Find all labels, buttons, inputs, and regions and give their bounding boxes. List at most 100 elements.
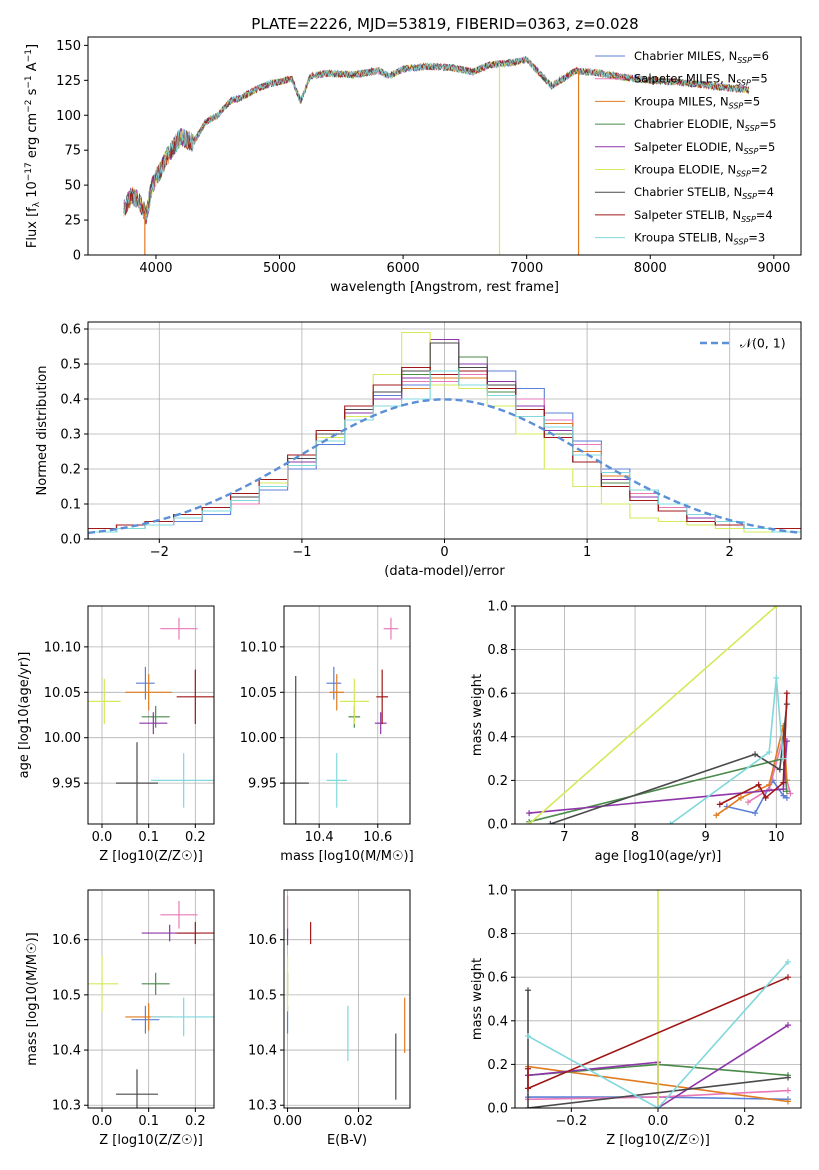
weight-marker bbox=[773, 606, 780, 609]
plot-frame bbox=[514, 605, 802, 825]
weight-marker bbox=[785, 1098, 791, 1105]
weight-marker bbox=[737, 794, 744, 801]
x-tick-label: 9 bbox=[702, 830, 710, 845]
legend-subscript: SSP bbox=[742, 192, 757, 201]
y-tick-label: 10.00 bbox=[44, 731, 81, 746]
y-tick-label: 0.2 bbox=[487, 774, 508, 789]
weight-marker bbox=[785, 974, 791, 981]
plot-area bbox=[88, 901, 214, 1108]
legend-subscript: SSP bbox=[736, 79, 751, 88]
x-tick-label: 0.0 bbox=[92, 830, 113, 845]
legend-label: Kroupa STELIB, NSSP=3 bbox=[634, 231, 765, 247]
x-tick-label: 4000 bbox=[139, 261, 172, 276]
label-part: A bbox=[25, 62, 40, 75]
plot-frame bbox=[283, 889, 411, 1109]
weight-marker bbox=[785, 958, 791, 965]
label-part: Flux [f bbox=[25, 207, 40, 248]
y-tick-label: 100 bbox=[56, 109, 81, 124]
plot-area bbox=[123, 55, 750, 255]
weight-marker bbox=[752, 810, 759, 817]
plot-frame bbox=[87, 605, 215, 825]
plot-area bbox=[525, 890, 791, 1108]
weight-marker bbox=[776, 766, 783, 773]
plot-frame bbox=[87, 889, 215, 1109]
legend-subscript: SSP bbox=[744, 147, 759, 156]
weight-marker bbox=[766, 781, 773, 788]
x-tick-label: 10 bbox=[768, 830, 785, 845]
weight-marker bbox=[762, 794, 769, 801]
plot-area bbox=[88, 617, 214, 824]
legend-count: =3 bbox=[748, 231, 765, 245]
weight-marker bbox=[780, 779, 787, 786]
y-tick-label: 125 bbox=[56, 74, 81, 89]
legend-label: Chabrier ELODIE, NSSP=5 bbox=[634, 117, 776, 133]
y-tick-label: 0.6 bbox=[60, 323, 81, 338]
spectrum-line bbox=[123, 55, 749, 221]
x-tick-label: 0.2 bbox=[185, 830, 206, 845]
weight-marker bbox=[783, 777, 790, 784]
weight-marker bbox=[716, 801, 723, 808]
x-tick-label: 0.0 bbox=[648, 1114, 669, 1129]
y-tick-label: 0.0 bbox=[60, 533, 81, 548]
weight-marker bbox=[655, 890, 661, 893]
x-axis-label: Z [log10(Z/Z☉)] bbox=[99, 849, 203, 864]
y-tick-label: 0.4 bbox=[60, 393, 81, 408]
label-part: (data-model)/error bbox=[384, 564, 505, 579]
y-tick-label: 0.1 bbox=[60, 498, 81, 513]
legend-subscript: SSP bbox=[736, 170, 751, 179]
weight-marker bbox=[525, 1033, 531, 1040]
x-tick-label: −1 bbox=[292, 545, 311, 560]
label-part: 10 bbox=[25, 181, 40, 202]
y-tick-label: 0.4 bbox=[487, 1014, 508, 1029]
legend-count: =2 bbox=[751, 163, 768, 177]
y-tick-label: 9.95 bbox=[52, 777, 81, 792]
weight-marker bbox=[667, 821, 674, 824]
weight-vs-metallicity-panel: −0.2 0.0 0.2 0.0 0.2 0.4 0.6 0.8 1.0 Z [log10(Z/Z… bbox=[470, 884, 802, 1148]
y-tick-label: 75 bbox=[64, 144, 81, 159]
y-axis-label: mass weight bbox=[470, 958, 485, 1040]
weight-line bbox=[527, 961, 789, 1108]
weight-marker bbox=[783, 794, 790, 801]
label-part: s bbox=[25, 88, 40, 99]
y-tick-label: 10.6 bbox=[52, 933, 81, 948]
plot-area bbox=[284, 617, 399, 824]
y-tick-label: 0 bbox=[73, 249, 81, 264]
legend-subscript: SSP bbox=[729, 101, 744, 110]
y-tick-label: 10.5 bbox=[52, 988, 81, 1003]
x-axis-label: E(B-V) bbox=[327, 1133, 367, 1148]
legend-count: =5 bbox=[758, 140, 775, 154]
x-tick-label: 7 bbox=[560, 830, 568, 845]
x-tick-label: 8 bbox=[631, 830, 639, 845]
x-tick-label: 0 bbox=[440, 545, 448, 560]
y-tick-label: 0.3 bbox=[60, 428, 81, 443]
plot-frame-group: −2 −1 0 1 2 0.0 0.1 0.2 0.3 0.4 0.5 0.6 (data-model)… bbox=[35, 321, 802, 579]
x-tick-label: 7000 bbox=[510, 261, 543, 276]
x-tick-label: 10.4 bbox=[305, 830, 334, 845]
label-part: −2 bbox=[24, 100, 34, 113]
x-tick-label: 9000 bbox=[757, 261, 790, 276]
legend-label: Salpeter MILES, NSSP=5 bbox=[634, 72, 768, 88]
plot-frame bbox=[87, 36, 802, 256]
plot-frame-group: 4000 5000 6000 7000 8000 9000 0 25 50 75 100 125 150… bbox=[24, 36, 802, 295]
age-vs-mass-panel: 10.4 10.6 9.95 10.00 10.05 10.10 mass [log10(M… bbox=[240, 605, 414, 864]
label-part: Normed distribution bbox=[35, 366, 50, 496]
spectrum-legend: Chabrier MILES, NSSP=6 Salpeter MILES, NS… bbox=[595, 49, 776, 247]
legend-label: Kroupa ELODIE, NSSP=2 bbox=[634, 163, 768, 179]
x-tick-label: 0.1 bbox=[138, 1114, 159, 1129]
weight-marker bbox=[773, 674, 780, 681]
y-tick-label: 50 bbox=[64, 179, 81, 194]
plot-frame-group: 0.00 0.02 10.3 10.4 10.5 10.6 E(B-V) bbox=[248, 889, 411, 1148]
weight-marker bbox=[525, 1105, 531, 1108]
weight-marker bbox=[785, 1022, 791, 1029]
y-tick-label: 0.0 bbox=[487, 1102, 508, 1117]
figure-title: PLATE=2226, MJD=53819, FIBERID=0363, z=0… bbox=[251, 15, 638, 33]
plot-frame-group: 7 8 9 10 0.0 0.2 0.4 0.6 0.8 1.0 age [log10(age/yr… bbox=[470, 600, 802, 864]
label-part: age [log10(age/yr)] bbox=[595, 849, 722, 864]
x-axis-label: mass [log10(M/M☉)] bbox=[280, 849, 413, 864]
plot-area bbox=[88, 331, 801, 539]
y-tick-label: 10.5 bbox=[248, 988, 277, 1003]
weight-marker bbox=[745, 799, 752, 806]
label-part: Z [log10(Z/Z☉)] bbox=[99, 849, 203, 864]
legend-subscript: SSP bbox=[737, 56, 752, 65]
